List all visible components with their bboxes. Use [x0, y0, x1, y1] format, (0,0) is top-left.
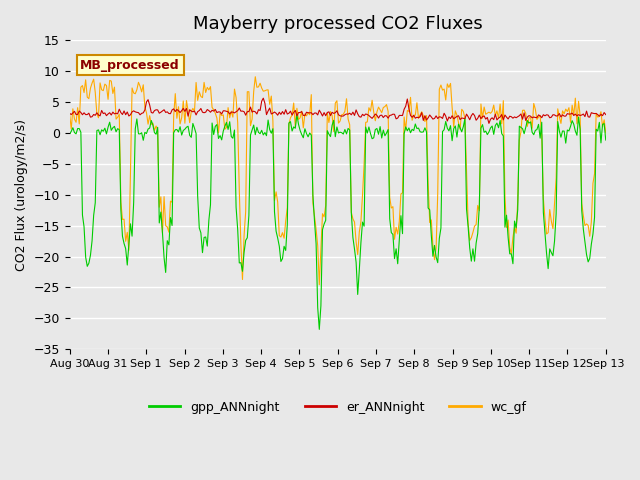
Title: Mayberry processed CO2 Fluxes: Mayberry processed CO2 Fluxes: [193, 15, 483, 33]
Y-axis label: CO2 Flux (urology/m2/s): CO2 Flux (urology/m2/s): [15, 119, 28, 271]
Text: MB_processed: MB_processed: [81, 59, 180, 72]
Legend: gpp_ANNnight, er_ANNnight, wc_gf: gpp_ANNnight, er_ANNnight, wc_gf: [144, 396, 531, 419]
